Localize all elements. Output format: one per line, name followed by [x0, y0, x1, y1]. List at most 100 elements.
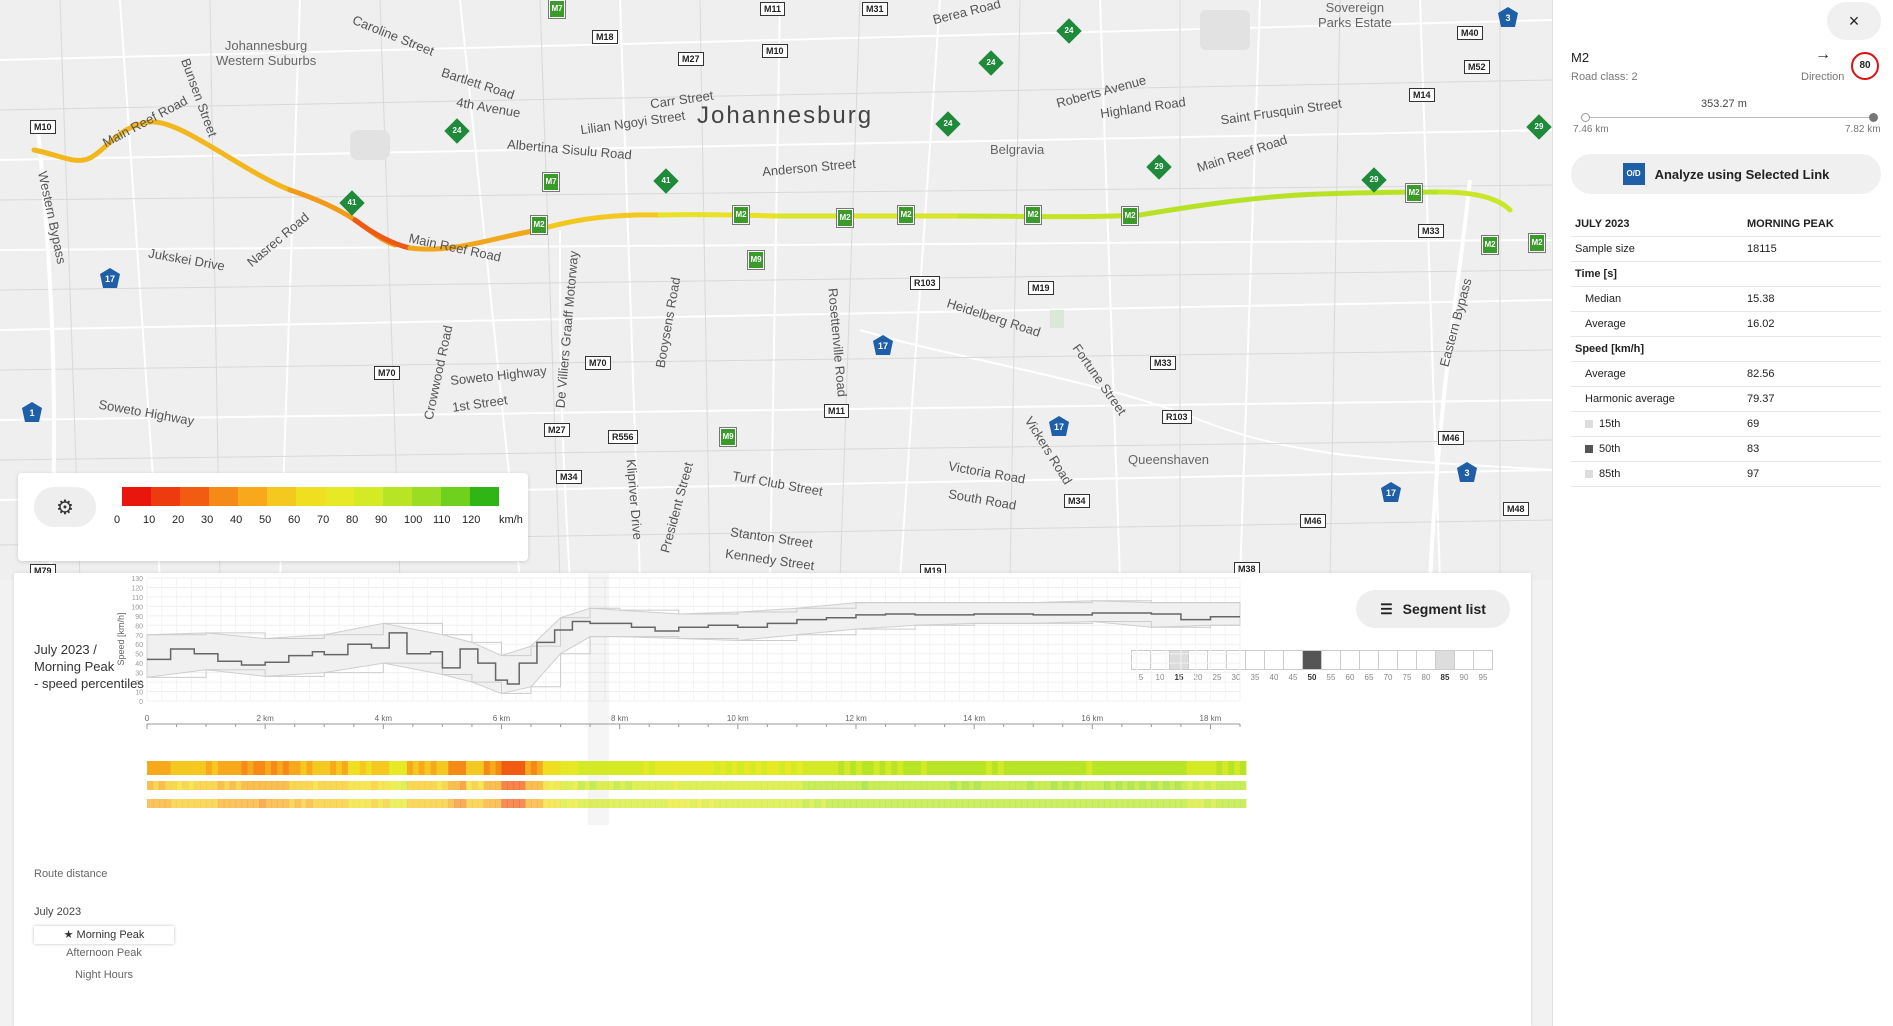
- heatmap-cell: [1104, 799, 1111, 808]
- percentile-box[interactable]: [1473, 650, 1493, 670]
- road-shield: M27: [544, 423, 570, 437]
- heatmap-cell: [625, 781, 632, 790]
- heatmap-cell: [253, 761, 260, 775]
- heatmap-cell: [891, 761, 898, 775]
- heatmap-cell: [200, 781, 207, 790]
- range-slider-start-handle[interactable]: [1581, 113, 1590, 122]
- heatmap-cell: [767, 761, 774, 775]
- settings-button[interactable]: ⚙: [34, 487, 96, 527]
- range-min-label: 7.46 km: [1573, 124, 1609, 135]
- percentile-selector[interactable]: [1131, 650, 1493, 670]
- heatmap-cell: [424, 761, 432, 775]
- heatmap-cell: [684, 781, 692, 790]
- heatmap-cell: [743, 761, 751, 775]
- route-tag[interactable]: M2: [1405, 183, 1423, 203]
- road-shield: R556: [608, 430, 638, 444]
- legend-swatch: [180, 487, 209, 506]
- heatmap-cell: [1068, 761, 1076, 775]
- heatmap-cell: [454, 799, 461, 808]
- analyze-selected-link-button[interactable]: O/D Analyze using Selected Link: [1571, 154, 1881, 194]
- heatmap-cell: [247, 799, 254, 808]
- route-tag[interactable]: M9: [719, 427, 737, 447]
- route-marker: 3: [1457, 462, 1477, 482]
- percentile-labels: 5 10 15 20 25 30 35 40 45 50 55 60 65 70 75 80 85 90 95: [1131, 673, 1531, 685]
- direction-arrow-icon[interactable]: →: [1815, 46, 1831, 63]
- heatmap-cell: [466, 781, 473, 790]
- route-tag[interactable]: M2: [530, 215, 548, 235]
- heatmap-cell: [1045, 799, 1052, 808]
- heatmap-cell: [412, 799, 420, 808]
- heatmap-cell: [1145, 761, 1152, 775]
- x-tick-label: 10 km: [727, 714, 749, 723]
- map-canvas[interactable]: [0, 0, 1552, 580]
- percentile-label: 55: [1326, 673, 1336, 682]
- heatmap-cell: [873, 799, 881, 808]
- segment-list-button[interactable]: ☰ Segment list: [1356, 590, 1510, 628]
- heatmap-cell: [855, 799, 863, 808]
- heatmap-cell: [850, 761, 857, 775]
- heatmap-cell: [1021, 781, 1028, 790]
- speed-legend: ⚙ 0 10 20 30 40 50 60 70 80 90 100 110 120 km/h: [18, 473, 528, 561]
- heatmap-cell: [164, 761, 172, 775]
- heatmap-cell: [761, 799, 768, 808]
- range-slider-track[interactable]: [1585, 117, 1875, 118]
- x-tick-label: 2 km: [256, 714, 274, 723]
- heatmap-cell: [755, 799, 762, 808]
- range-slider-end-handle[interactable]: [1869, 113, 1878, 122]
- legend-swatch: [122, 487, 151, 506]
- heatmap-cell: [200, 799, 207, 808]
- heatmap-cell: [1240, 761, 1247, 775]
- route-tag[interactable]: M2: [897, 205, 915, 225]
- route-tag[interactable]: M2: [1024, 205, 1042, 225]
- route-tag[interactable]: M7: [548, 0, 566, 19]
- route-tag[interactable]: M2: [836, 208, 854, 228]
- heatmap-cell: [725, 799, 733, 808]
- close-button[interactable]: ×: [1827, 2, 1881, 40]
- heatmap-cell: [341, 761, 349, 775]
- heatmap-cell: [572, 761, 579, 775]
- band-label-night[interactable]: Night Hours: [74, 969, 134, 981]
- heatmap-cell: [737, 799, 745, 808]
- heatmap-cell: [802, 781, 810, 790]
- y-tick-label: 100: [131, 604, 143, 611]
- percentile-label: 35: [1250, 673, 1260, 682]
- od-matrix-icon: O/D: [1622, 163, 1645, 185]
- route-tag[interactable]: M2: [1528, 233, 1546, 253]
- band-label-morning[interactable]: ★ Morning Peak: [34, 926, 174, 944]
- heatmap-cell: [1234, 761, 1241, 775]
- heatmap-cell: [879, 781, 887, 790]
- percentile-swatch: [1585, 420, 1593, 428]
- heatmap-cell: [271, 781, 278, 790]
- band-label-afternoon[interactable]: Afternoon Peak: [66, 947, 142, 959]
- segment-list-label: Segment list: [1402, 601, 1486, 617]
- heatmap-cell: [454, 781, 461, 790]
- legend-tick: 120: [462, 514, 481, 526]
- heatmap-cell: [235, 799, 243, 808]
- percentile-label: 50: [1307, 673, 1317, 682]
- heatmap-cell: [779, 761, 786, 775]
- heatmap-cell: [471, 761, 479, 775]
- heatmap-cell: [666, 799, 674, 808]
- stats-section: Time [s]: [1571, 262, 1881, 287]
- legend-swatch: [441, 487, 470, 506]
- heatmap-cell: [631, 761, 638, 775]
- route-tag[interactable]: M2: [732, 205, 750, 225]
- route-tag[interactable]: M7: [542, 172, 560, 192]
- heatmap-cell: [406, 799, 414, 808]
- heatmap-cell: [1139, 781, 1146, 790]
- road-shield: M10: [762, 44, 788, 58]
- route-tag[interactable]: M9: [747, 250, 765, 270]
- route-tag[interactable]: M2: [1481, 235, 1499, 255]
- heatmap-cell: [353, 761, 361, 775]
- heatmap-cell: [625, 799, 632, 808]
- heatmap-cell: [194, 799, 201, 808]
- road-shield: R103: [910, 276, 940, 290]
- heatmap-cell: [1216, 781, 1223, 790]
- heatmap-cell: [779, 781, 786, 790]
- heatmap-cell: [643, 781, 650, 790]
- heatmap-cell: [182, 781, 189, 790]
- heatmap-cell: [838, 781, 845, 790]
- route-tag[interactable]: M2: [1121, 206, 1139, 226]
- y-tick-label: 10: [135, 690, 143, 697]
